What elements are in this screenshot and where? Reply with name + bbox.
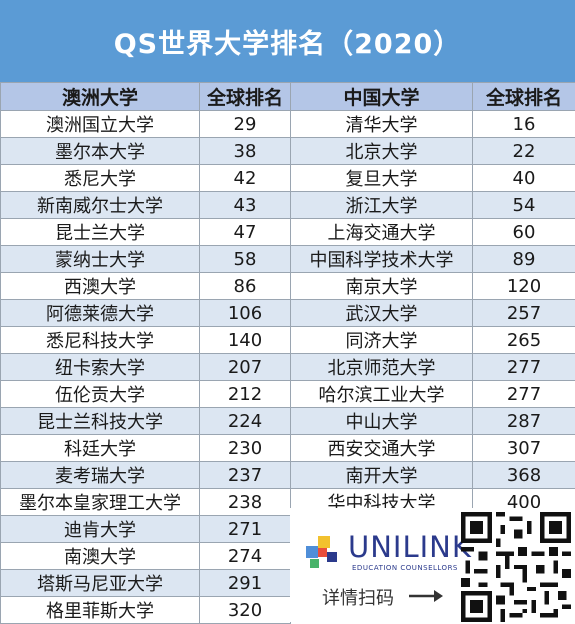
- header-cn-rank: 全球排名: [473, 83, 575, 111]
- unilink-logo-icon: [304, 532, 342, 570]
- cn-university-cell: 上海交通大学: [291, 219, 473, 246]
- au-university-cell: 蒙纳士大学: [1, 246, 200, 273]
- cn-rank-cell: 120: [473, 273, 575, 300]
- au-rank-cell: 38: [200, 138, 291, 165]
- au-rank-cell: 271: [200, 516, 291, 543]
- cn-rank-cell: 89: [473, 246, 575, 273]
- au-rank-cell: 42: [200, 165, 291, 192]
- au-rank-cell: 58: [200, 246, 291, 273]
- cn-university-cell: 中国科学技术大学: [291, 246, 473, 273]
- au-rank-cell: 140: [200, 327, 291, 354]
- cn-rank-cell: 40: [473, 165, 575, 192]
- cn-rank-cell: 16: [473, 111, 575, 138]
- cn-rank-cell: 60: [473, 219, 575, 246]
- cn-university-cell: 北京师范大学: [291, 354, 473, 381]
- qr-code-icon[interactable]: [460, 512, 572, 622]
- cn-rank-cell: 277: [473, 381, 575, 408]
- au-rank-cell: 238: [200, 489, 291, 516]
- header-au-university: 澳洲大学: [1, 83, 200, 111]
- au-university-cell: 阿德莱德大学: [1, 300, 200, 327]
- brand-name: UNILINK: [348, 530, 472, 564]
- au-university-cell: 纽卡索大学: [1, 354, 200, 381]
- au-university-cell: 墨尔本皇家理工大学: [1, 489, 200, 516]
- au-university-cell: 昆士兰科技大学: [1, 408, 200, 435]
- au-university-cell: 悉尼大学: [1, 165, 200, 192]
- au-university-cell: 昆士兰大学: [1, 219, 200, 246]
- cn-university-cell: 北京大学: [291, 138, 473, 165]
- au-rank-cell: 47: [200, 219, 291, 246]
- au-rank-cell: 212: [200, 381, 291, 408]
- table-header-row: 澳洲大学 全球排名 中国大学 全球排名: [1, 83, 575, 111]
- cn-university-cell: 清华大学: [291, 111, 473, 138]
- scan-cta: 详情扫码: [322, 584, 394, 610]
- cn-rank-cell: 22: [473, 138, 575, 165]
- au-rank-cell: 291: [200, 570, 291, 597]
- unilink-promo[interactable]: UNILINK EDUCATION COUNSELLORS 详情扫码: [290, 508, 575, 622]
- header-cn-university: 中国大学: [291, 83, 473, 111]
- cn-university-cell: 南京大学: [291, 273, 473, 300]
- au-university-cell: 悉尼科技大学: [1, 327, 200, 354]
- cn-university-cell: 南开大学: [291, 462, 473, 489]
- au-rank-cell: 106: [200, 300, 291, 327]
- au-university-cell: 南澳大学: [1, 543, 200, 570]
- cn-university-cell: 西安交通大学: [291, 435, 473, 462]
- au-rank-cell: 274: [200, 543, 291, 570]
- page-title: QS世界大学排名（2020）: [0, 0, 575, 82]
- cn-rank-cell: 307: [473, 435, 575, 462]
- arrow-right-icon: [408, 588, 444, 604]
- cn-rank-cell: 257: [473, 300, 575, 327]
- au-university-cell: 科廷大学: [1, 435, 200, 462]
- au-rank-cell: 224: [200, 408, 291, 435]
- cn-rank-cell: 277: [473, 354, 575, 381]
- au-university-cell: 塔斯马尼亚大学: [1, 570, 200, 597]
- cn-university-cell: 同济大学: [291, 327, 473, 354]
- au-university-cell: 新南威尔士大学: [1, 192, 200, 219]
- header-au-rank: 全球排名: [200, 83, 291, 111]
- au-university-cell: 澳洲国立大学: [1, 111, 200, 138]
- au-university-cell: 墨尔本大学: [1, 138, 200, 165]
- au-rank-cell: 86: [200, 273, 291, 300]
- cn-university-cell: 浙江大学: [291, 192, 473, 219]
- cn-university-cell: 哈尔滨工业大学: [291, 381, 473, 408]
- cn-rank-cell: 54: [473, 192, 575, 219]
- au-university-cell: 迪肯大学: [1, 516, 200, 543]
- au-rank-cell: 29: [200, 111, 291, 138]
- au-university-cell: 麦考瑞大学: [1, 462, 200, 489]
- au-rank-cell: 207: [200, 354, 291, 381]
- cn-rank-cell: 368: [473, 462, 575, 489]
- au-rank-cell: 230: [200, 435, 291, 462]
- au-university-cell: 西澳大学: [1, 273, 200, 300]
- cn-university-cell: 复旦大学: [291, 165, 473, 192]
- au-university-cell: 格里菲斯大学: [1, 597, 200, 624]
- au-university-cell: 伍伦贡大学: [1, 381, 200, 408]
- au-rank-cell: 237: [200, 462, 291, 489]
- brand-tagline: EDUCATION COUNSELLORS: [352, 564, 458, 572]
- cn-rank-cell: 287: [473, 408, 575, 435]
- au-rank-cell: 320: [200, 597, 291, 624]
- cn-rank-cell: 265: [473, 327, 575, 354]
- cn-university-cell: 中山大学: [291, 408, 473, 435]
- au-rank-cell: 43: [200, 192, 291, 219]
- cn-university-cell: 武汉大学: [291, 300, 473, 327]
